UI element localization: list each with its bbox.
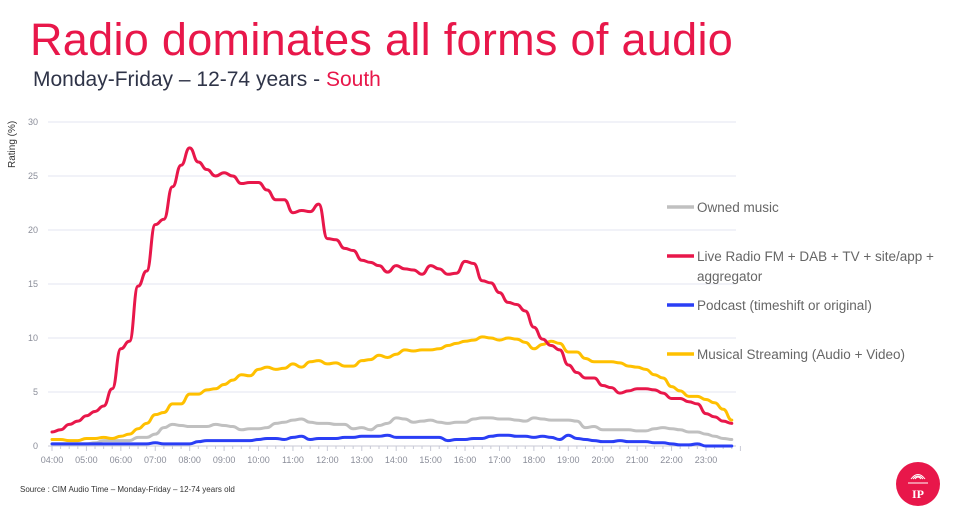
subtitle-region: South [325, 68, 381, 91]
x-tick-label: 23:00 [695, 455, 718, 465]
legend-label: aggregator [697, 269, 763, 284]
y-tick-label: 0 [33, 441, 38, 451]
x-tick-label: 04:00 [41, 455, 64, 465]
x-tick-label: 13:00 [351, 455, 374, 465]
x-tick-label: 10:00 [247, 455, 270, 465]
x-tick-label: 21:00 [626, 455, 649, 465]
legend-label: Live Radio FM + DAB + TV + site/app + [697, 249, 934, 264]
x-tick-label: 06:00 [110, 455, 133, 465]
legend-label: Owned music [697, 200, 779, 215]
legend-item: Podcast (timeshift or original) [667, 298, 872, 313]
x-tick-label: 14:00 [385, 455, 408, 465]
x-tick-label: 07:00 [144, 455, 167, 465]
x-tick-label: 20:00 [591, 455, 614, 465]
series-line-3 [50, 433, 734, 448]
source-note: Source : CIM Audio Time – Monday-Friday … [20, 485, 235, 494]
x-tick-label: 19:00 [557, 455, 580, 465]
x-tick-label: 12:00 [316, 455, 339, 465]
ip-logo: IP [896, 462, 940, 506]
x-tick-label: 09:00 [213, 455, 236, 465]
legend-item: Musical Streaming (Audio + Video) [667, 347, 905, 362]
y-tick-label: 20 [28, 225, 38, 235]
subtitle-main: Monday-Friday – 12-74 years - [33, 68, 326, 91]
y-tick-label: 25 [28, 171, 38, 181]
legend-item: Live Radio FM + DAB + TV + site/app + agg… [667, 249, 934, 284]
x-tick-label: 22:00 [660, 455, 683, 465]
legend-label: Podcast (timeshift or original) [697, 298, 872, 313]
y-tick-label: 5 [33, 387, 38, 397]
series-line-1 [50, 416, 734, 446]
x-tick-label: 15:00 [419, 455, 442, 465]
page-subtitle: Monday-Friday – 12-74 years - South [33, 68, 381, 92]
svg-text:IP: IP [912, 487, 924, 501]
x-tick-label: 08:00 [178, 455, 201, 465]
y-tick-label: 30 [28, 117, 38, 127]
y-axis-ticks: 0 5 10 15 20 25 30 [28, 117, 38, 451]
x-axis: 04:00 05:00 06:00 07:00 08:00 09:00 10:00 11:00… [41, 446, 741, 465]
page-title: Radio dominates all forms of audio [30, 14, 734, 65]
x-tick-label: 16:00 [454, 455, 477, 465]
legend-label: Musical Streaming (Audio + Video) [697, 347, 905, 362]
series-line-2 [50, 146, 734, 434]
legend-item: Owned music [667, 200, 779, 215]
series-line-4 [50, 335, 734, 443]
series-lines [50, 146, 734, 448]
y-tick-label: 15 [28, 279, 38, 289]
x-tick-label: 18:00 [523, 455, 546, 465]
gridlines [48, 121, 736, 447]
x-tick-label: 05:00 [75, 455, 98, 465]
y-axis-label: Rating (%) [7, 121, 18, 168]
legend: Owned music Live Radio FM + DAB + TV + si… [667, 200, 934, 362]
x-tick-label: 17:00 [488, 455, 511, 465]
y-tick-label: 10 [28, 333, 38, 343]
x-tick-label: 11:00 [282, 455, 304, 465]
